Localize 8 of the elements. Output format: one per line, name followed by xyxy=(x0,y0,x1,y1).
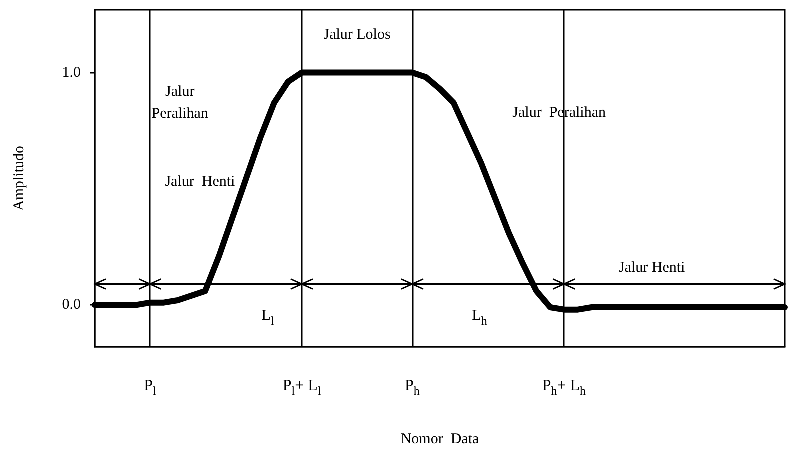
annotation: Jalur Peralihan xyxy=(152,84,209,122)
y-axis-title: Amplitudo xyxy=(12,146,28,212)
annotation: Jalur Henti xyxy=(618,260,686,276)
x-axis-title: Nomor Data xyxy=(400,432,480,448)
y-tick-label: 0.0 xyxy=(62,297,81,314)
y-tick-label: 1.0 xyxy=(62,64,81,81)
annotation: Jalur Lolos xyxy=(324,26,391,43)
annotation: Jalur Henti xyxy=(165,174,236,190)
